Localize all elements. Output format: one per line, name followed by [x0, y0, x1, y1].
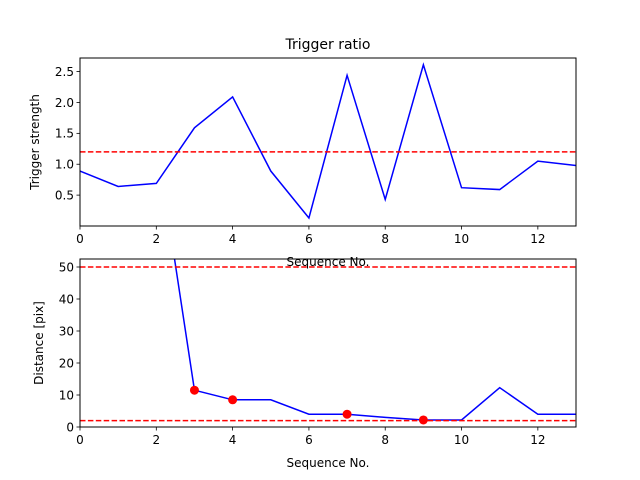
- distance-marker-point: [189, 385, 199, 395]
- trigger-x-tick-label: 2: [152, 232, 160, 246]
- distance-subplot: 0 2 4 6 8 10 12 0 10 20 30 40 50 Sequence No. Distan…: [32, 258, 577, 470]
- trigger-axes-frame: [79, 57, 577, 227]
- trigger-plot-area: [80, 62, 576, 220]
- distance-y-tick-label: 10: [59, 388, 74, 402]
- trigger-y-tick-label: 1.0: [55, 158, 74, 172]
- distance-y-tick-label: 20: [59, 356, 74, 370]
- trigger-x-tick-label: 0: [76, 232, 84, 246]
- trigger-y-tick-label: 1.5: [55, 127, 74, 141]
- distance-x-tick-label: 0: [76, 433, 84, 447]
- trigger-y-tick-label: 2.5: [55, 65, 74, 79]
- distance-x-tick-label: 10: [454, 433, 469, 447]
- distance-axes-frame: [79, 258, 577, 428]
- distance-y-tick-label: 30: [59, 324, 74, 338]
- distance-x-axis-label: Sequence No.: [287, 456, 370, 470]
- trigger-y-tick-label: 2.0: [55, 96, 74, 110]
- distance-marker-point: [418, 415, 428, 425]
- trigger-series-line: [80, 62, 576, 220]
- distance-x-tick-label: 6: [305, 433, 313, 447]
- trigger-y-tick-label: 0.5: [55, 188, 74, 202]
- trigger-x-tick-label: 10: [454, 232, 469, 246]
- distance-x-tick-label: 12: [530, 433, 545, 447]
- distance-x-tick-label: 2: [152, 433, 160, 447]
- trigger-x-tick-label: 12: [530, 232, 545, 246]
- trigger-x-tick-label: 8: [381, 232, 389, 246]
- distance-x-tick-label: 4: [229, 433, 237, 447]
- distance-y-axis-label: Distance [pix]: [32, 301, 46, 385]
- trigger-x-tick-label: 4: [229, 232, 237, 246]
- chart-title: Trigger ratio: [284, 37, 370, 53]
- trigger-ratio-subplot: Trigger ratio 0 2 4 6 8 10 120.51.01.52.02.5 S…: [28, 37, 577, 269]
- distance-x-tick-label: 8: [381, 433, 389, 447]
- distance-series-line: [173, 259, 576, 421]
- distance-y-tick-label: 50: [59, 260, 74, 274]
- trigger-ticks: 0 2 4 6 8 10 12 0.5 1.0 1.5 2.0 2.5: [55, 65, 546, 246]
- distance-marker-point: [342, 409, 352, 419]
- distance-ticks: 0 2 4 6 8 10 12 0 10 20 30 40 50: [59, 260, 546, 447]
- distance-y-tick-label: 0: [66, 420, 74, 434]
- distance-plot-area: [80, 259, 576, 425]
- distance-marker-point: [228, 395, 238, 405]
- trigger-y-axis-label: Trigger strength: [28, 94, 42, 191]
- distance-y-tick-label: 40: [59, 292, 74, 306]
- trigger-x-tick-label: 6: [305, 232, 313, 246]
